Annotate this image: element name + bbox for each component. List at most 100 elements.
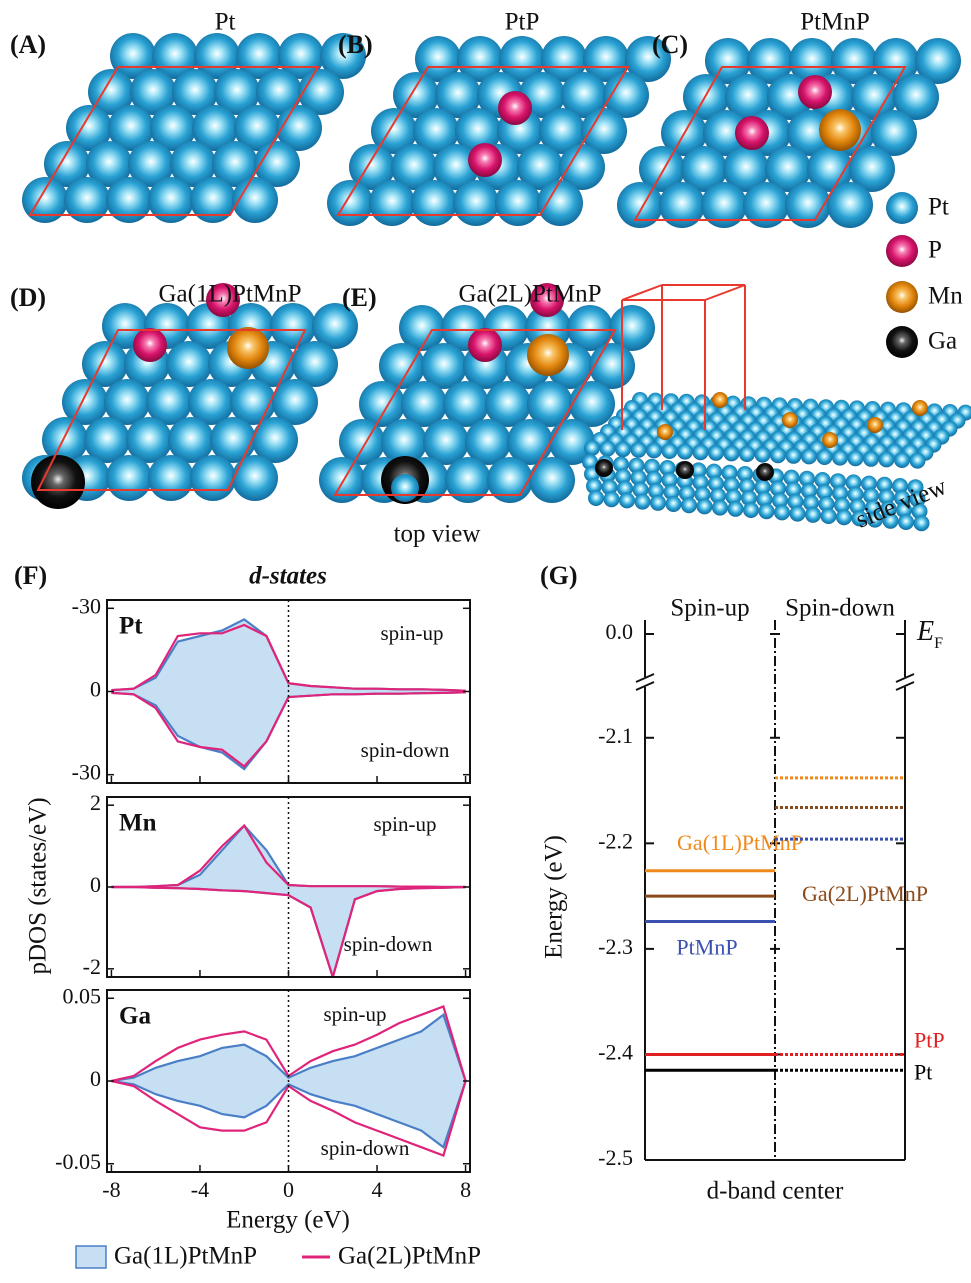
atom xyxy=(743,182,789,228)
panel-label: (B) xyxy=(338,30,373,59)
atom xyxy=(635,494,651,510)
page: (A) Pt (B) PtP (C) PtMnP (D) Ga(1L)PtMnP… xyxy=(0,0,971,1278)
atom xyxy=(537,180,583,226)
atom xyxy=(106,177,152,223)
y-axis-label: pDOS (states/eV) xyxy=(25,797,52,974)
panel-label: (E) xyxy=(342,283,377,312)
atom xyxy=(708,445,724,461)
atom xyxy=(819,109,861,151)
y-tick-label: -30 xyxy=(72,593,101,618)
spin-label: spin-up xyxy=(324,1002,387,1026)
atom xyxy=(724,445,740,461)
atom xyxy=(529,457,575,503)
x-tick-label: 0 xyxy=(283,1177,294,1202)
unit-cell xyxy=(705,285,745,300)
y-tick-label: -2.3 xyxy=(598,934,633,959)
y-tick-label: -2.4 xyxy=(598,1039,633,1064)
atom xyxy=(487,457,533,503)
atom xyxy=(604,491,620,507)
x-axis-label: d-band center xyxy=(707,1178,844,1205)
unit-cell xyxy=(622,285,662,300)
y-tick-label: 0 xyxy=(90,1066,101,1091)
atom xyxy=(712,392,728,408)
panel-label: (G) xyxy=(540,561,578,590)
atom xyxy=(910,453,926,469)
chart-title: d-states xyxy=(249,563,327,590)
atom xyxy=(662,443,678,459)
atom xyxy=(391,474,419,502)
atom xyxy=(369,180,415,226)
y-tick-label: 0.0 xyxy=(606,619,634,644)
series-label: PtP xyxy=(914,1027,945,1052)
atom xyxy=(697,498,713,514)
legend-atom xyxy=(886,235,918,267)
atom xyxy=(227,327,269,369)
atom xyxy=(588,490,604,506)
y-tick-label: 2 xyxy=(90,790,101,815)
atom xyxy=(527,334,569,376)
legend-atom xyxy=(886,326,918,358)
atom xyxy=(631,442,647,458)
panel-label: (A) xyxy=(10,30,46,59)
panel-label: (C) xyxy=(652,30,688,59)
atom xyxy=(735,116,769,150)
atom xyxy=(232,455,278,501)
x-tick-label: -4 xyxy=(191,1177,209,1202)
atom xyxy=(646,442,662,458)
atom xyxy=(817,449,833,465)
atom xyxy=(106,455,152,501)
atom xyxy=(822,432,838,448)
atom xyxy=(650,495,666,511)
atom xyxy=(790,506,806,522)
atom xyxy=(894,452,910,468)
column-label: Spin-down xyxy=(785,595,895,622)
atom xyxy=(498,91,532,125)
atom xyxy=(666,496,682,512)
spin-label: spin-up xyxy=(381,621,444,645)
view-label: top view xyxy=(394,521,481,548)
atom xyxy=(445,457,491,503)
panel-label: (F) xyxy=(14,561,47,590)
y-tick-label: 0.05 xyxy=(63,983,102,1008)
atom xyxy=(759,503,775,519)
atom xyxy=(64,177,110,223)
atom xyxy=(411,180,457,226)
atom xyxy=(148,455,194,501)
panel-element: Pt xyxy=(119,613,143,640)
atom xyxy=(739,446,755,462)
x-tick-label: 8 xyxy=(460,1177,471,1202)
atom xyxy=(832,450,848,466)
atom xyxy=(755,447,771,463)
panel-title: Ga(1L)PtMnP xyxy=(158,281,301,308)
series-label: Ga(1L)PtMnP xyxy=(677,830,803,855)
atom xyxy=(595,459,613,477)
atom xyxy=(867,417,883,433)
atom xyxy=(327,180,373,226)
spin-label: spin-down xyxy=(321,1136,410,1160)
atom xyxy=(914,515,930,531)
x-axis-label: Energy (eV) xyxy=(226,1207,350,1234)
spin-label: spin-down xyxy=(361,738,450,762)
atom xyxy=(701,182,747,228)
panel-element: Mn xyxy=(119,810,157,837)
atom xyxy=(681,497,697,513)
fermi-main: E xyxy=(916,616,934,647)
legend-label: Mn xyxy=(928,283,963,310)
legend-atom xyxy=(886,281,918,313)
atom xyxy=(743,502,759,518)
series-label: PtMnP xyxy=(676,934,737,959)
column-label: Spin-up xyxy=(670,595,749,622)
panel-title: Pt xyxy=(215,9,236,36)
atom xyxy=(848,450,864,466)
legend-label: P xyxy=(928,237,942,264)
atom xyxy=(677,444,693,460)
atom xyxy=(468,143,502,177)
legend-label: Ga xyxy=(928,328,957,355)
y-tick-label: 0 xyxy=(90,872,101,897)
atom xyxy=(912,400,928,416)
atom xyxy=(584,440,600,456)
atom xyxy=(712,500,728,516)
atom xyxy=(657,424,673,440)
fermi-label: EF xyxy=(916,616,943,651)
legend-label: Ga(2L)PtMnP xyxy=(338,1243,481,1270)
